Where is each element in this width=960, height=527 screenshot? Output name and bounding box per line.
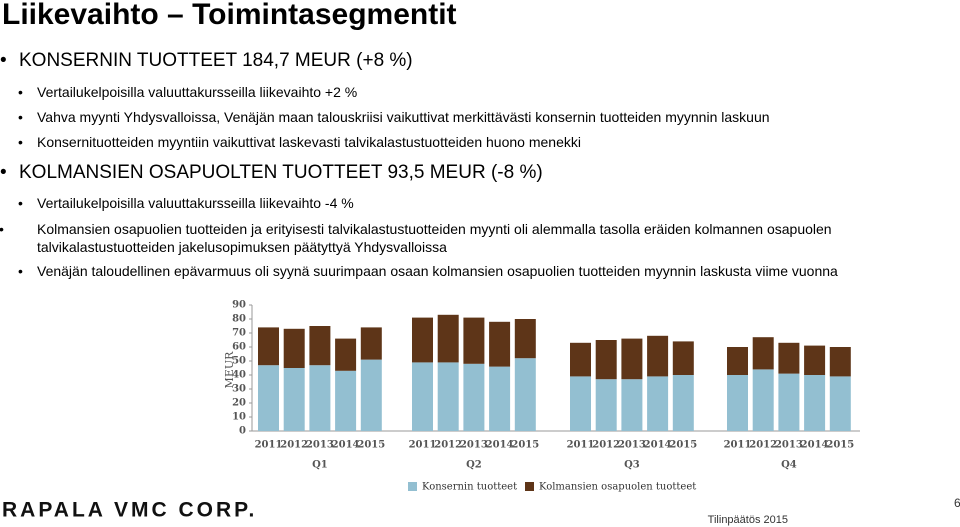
bar-segment bbox=[489, 321, 511, 367]
bar-segment bbox=[309, 365, 331, 431]
y-axis-label: MEUR bbox=[223, 351, 236, 389]
bar-segment bbox=[752, 337, 774, 370]
x-tick-label: 2014 bbox=[644, 440, 672, 451]
legend-label: Kolmansien osapuolen tuotteet bbox=[539, 482, 696, 493]
bar-segment bbox=[437, 362, 459, 431]
bar-segment bbox=[595, 379, 617, 431]
slide-title: Liikevaihto – Toimintasegmentit bbox=[2, 0, 457, 31]
x-tick-label: 2012 bbox=[749, 440, 777, 451]
legend-swatch bbox=[408, 482, 417, 491]
x-tick-label: 2011 bbox=[255, 440, 283, 451]
bar-segment bbox=[752, 369, 774, 431]
x-tick-label: 2011 bbox=[724, 440, 752, 451]
bar-segment bbox=[283, 368, 305, 431]
bar-segment bbox=[778, 373, 800, 431]
page-number: 6 bbox=[954, 496, 960, 510]
y-tick-label: 30 bbox=[232, 384, 246, 395]
bar-segment bbox=[727, 375, 748, 431]
bar-segment bbox=[727, 347, 748, 375]
heading: KONSERNIN TUOTTEET 184,7 MEUR (+8 %) bbox=[0, 50, 413, 72]
x-tick-label: 2013 bbox=[618, 440, 646, 451]
x-tick-label: 2015 bbox=[826, 440, 854, 451]
y-tick-label: 40 bbox=[232, 370, 246, 381]
bar-segment bbox=[804, 375, 826, 431]
bar-segment bbox=[514, 358, 536, 431]
bar-segment bbox=[570, 376, 591, 431]
y-tick-label: 10 bbox=[232, 412, 246, 423]
group-label: Q1 bbox=[312, 460, 328, 471]
x-tick-label: 2015 bbox=[357, 440, 385, 451]
x-tick-label: 2012 bbox=[592, 440, 620, 451]
bar-segment bbox=[672, 341, 694, 375]
bar-segment bbox=[437, 314, 459, 363]
bar-segment bbox=[595, 340, 617, 380]
x-tick-label: 2011 bbox=[409, 440, 437, 451]
bar-segment bbox=[258, 365, 279, 431]
legend-label: Konsernin tuotteet bbox=[422, 482, 517, 493]
x-tick-label: 2013 bbox=[306, 440, 334, 451]
bullet: Vertailukelpoisilla valuuttakursseilla l… bbox=[18, 84, 357, 100]
bar-segment bbox=[804, 345, 826, 375]
y-tick-label: 90 bbox=[232, 300, 246, 311]
bar-segment bbox=[672, 375, 694, 431]
y-tick-label: 0 bbox=[239, 426, 246, 437]
bullet: Vahva myynti Yhdysvalloissa, Venäjän maa… bbox=[18, 109, 770, 125]
bar-segment bbox=[309, 326, 331, 366]
bar-segment bbox=[360, 359, 382, 431]
x-tick-label: 2011 bbox=[567, 440, 595, 451]
bar-segment bbox=[778, 342, 800, 374]
bar-segment bbox=[335, 338, 357, 371]
x-tick-label: 2014 bbox=[801, 440, 829, 451]
bar-segment bbox=[647, 376, 669, 431]
bar-segment bbox=[360, 327, 382, 360]
bar-segment bbox=[489, 366, 511, 431]
footer-caption: Tilinpäätös 2015 bbox=[708, 514, 788, 526]
bar-segment bbox=[514, 319, 536, 359]
bar-segment bbox=[258, 327, 279, 366]
bar-segment bbox=[570, 342, 591, 377]
group-label: Q2 bbox=[466, 460, 482, 471]
x-tick-label: 2013 bbox=[460, 440, 488, 451]
x-tick-label: 2015 bbox=[669, 440, 697, 451]
bullet: Kolmansien osapuolien tuotteiden ja erit… bbox=[18, 220, 877, 256]
legend-swatch bbox=[525, 482, 534, 491]
bar-segment bbox=[283, 328, 305, 368]
x-tick-label: 2014 bbox=[486, 440, 514, 451]
bar-segment bbox=[829, 347, 851, 377]
bar-segment bbox=[412, 317, 433, 363]
bar-segment bbox=[412, 362, 433, 431]
bar-segment bbox=[621, 338, 643, 380]
logo: RAPALA VMC CORP. bbox=[2, 499, 257, 522]
x-tick-label: 2014 bbox=[332, 440, 360, 451]
x-tick-label: 2012 bbox=[434, 440, 462, 451]
group-label: Q3 bbox=[624, 460, 640, 471]
bar-segment bbox=[621, 379, 643, 431]
bullet: Vertailukelpoisilla valuuttakursseilla l… bbox=[18, 195, 354, 211]
bar-segment bbox=[829, 376, 851, 431]
y-tick-label: 20 bbox=[232, 398, 246, 409]
bar-segment bbox=[647, 335, 669, 377]
x-tick-label: 2015 bbox=[511, 440, 539, 451]
x-tick-label: 2012 bbox=[280, 440, 308, 451]
group-label: Q4 bbox=[781, 460, 797, 471]
heading: KOLMANSIEN OSAPUOLTEN TUOTTEET 93,5 MEUR… bbox=[0, 162, 543, 184]
y-tick-label: 80 bbox=[232, 314, 246, 325]
y-tick-label: 60 bbox=[232, 342, 246, 353]
bar-segment bbox=[463, 363, 485, 431]
bullet: Konsernituotteiden myyntiin vaikuttivat … bbox=[18, 134, 581, 150]
bar-segment bbox=[463, 317, 485, 364]
x-tick-label: 2013 bbox=[775, 440, 803, 451]
y-tick-label: 50 bbox=[232, 356, 246, 367]
bullet: Venäjän taloudellinen epävarmuus oli syy… bbox=[18, 263, 838, 279]
bar-segment bbox=[335, 370, 357, 431]
y-tick-label: 70 bbox=[232, 328, 246, 339]
